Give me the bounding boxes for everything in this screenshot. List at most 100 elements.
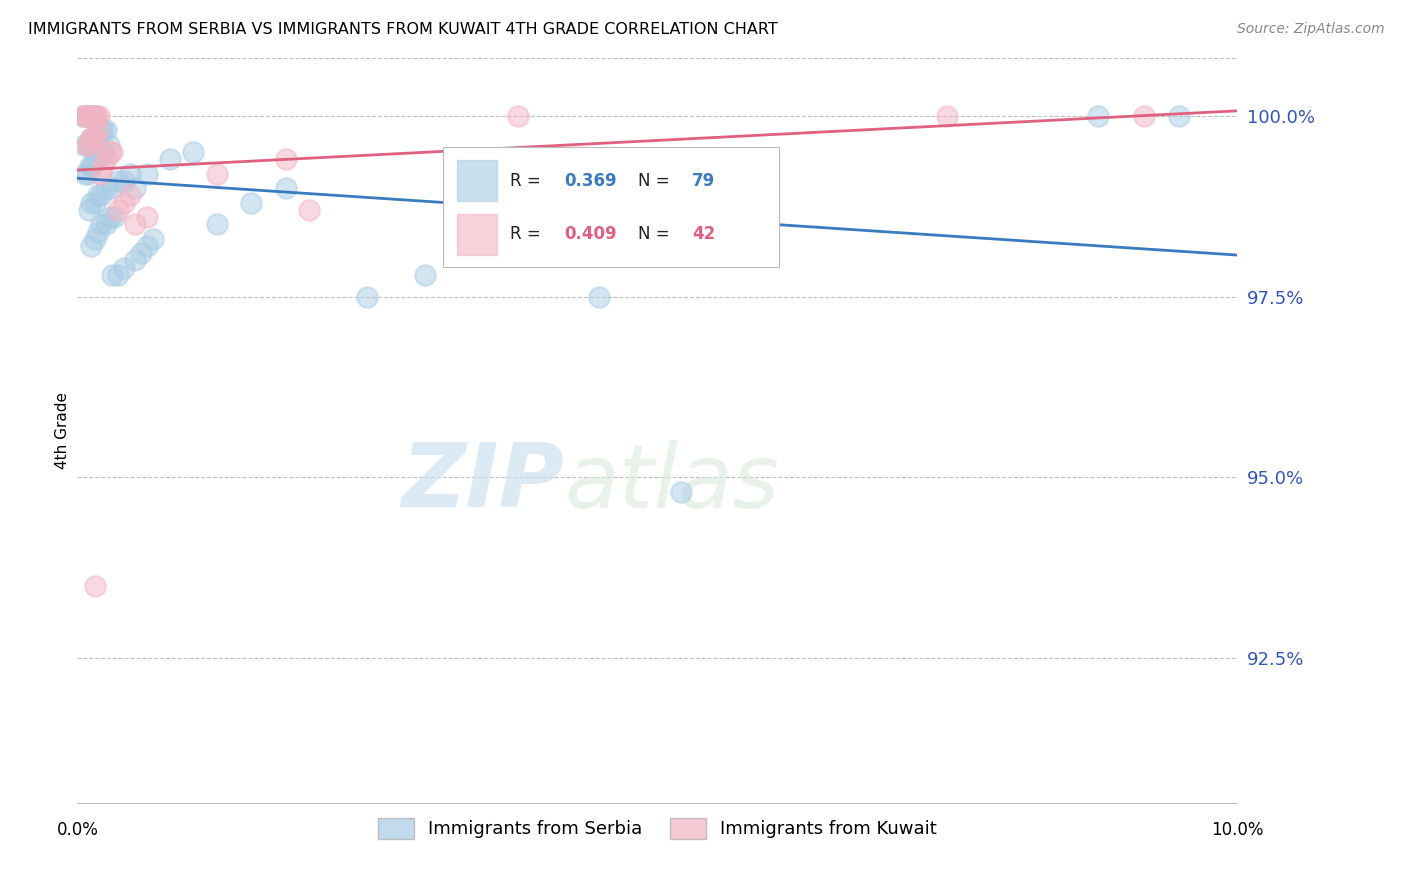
Point [205, 217, 228, 231]
FancyBboxPatch shape [443, 147, 779, 267]
Point [101, 181, 124, 195]
Text: 10.0%: 10.0% [1211, 821, 1264, 838]
Point [107, 174, 129, 188]
Point [107, 202, 129, 217]
Point [75, 109, 97, 123]
Point [86, 152, 108, 166]
Point [76, 137, 98, 152]
Point [73, 137, 96, 152]
Text: atlas: atlas [565, 440, 779, 525]
Text: 42: 42 [692, 226, 716, 244]
Point [72, 109, 94, 123]
Point [72, 109, 94, 123]
Point [112, 174, 135, 188]
FancyBboxPatch shape [457, 160, 498, 201]
Point [98, 145, 121, 159]
Point [83, 152, 105, 166]
Point [76, 167, 98, 181]
Text: R =: R = [510, 226, 546, 244]
Point [91, 123, 114, 137]
Point [82, 109, 104, 123]
Text: 0.409: 0.409 [565, 226, 617, 244]
Point [135, 210, 157, 224]
Point [183, 145, 205, 159]
FancyBboxPatch shape [457, 214, 498, 254]
Point [240, 195, 263, 210]
Point [936, 109, 959, 123]
Point [205, 167, 228, 181]
Point [97, 137, 120, 152]
Text: 79: 79 [692, 172, 716, 190]
Y-axis label: 4th Grade: 4th Grade [55, 392, 70, 469]
Text: 0.0%: 0.0% [56, 821, 98, 838]
Text: N =: N = [637, 226, 675, 244]
Point [75, 109, 97, 123]
Point [80, 130, 103, 145]
Point [83, 130, 105, 145]
Text: IMMIGRANTS FROM SERBIA VS IMMIGRANTS FROM KUWAIT 4TH GRADE CORRELATION CHART: IMMIGRANTS FROM SERBIA VS IMMIGRANTS FRO… [28, 22, 778, 37]
Point [86, 109, 108, 123]
Point [90, 145, 112, 159]
Point [82, 160, 104, 174]
Point [356, 290, 378, 304]
Point [1168, 109, 1191, 123]
Text: R =: R = [510, 172, 546, 190]
Point [588, 290, 610, 304]
Point [90, 123, 111, 137]
Point [77, 137, 100, 152]
Point [83, 232, 105, 246]
Point [80, 195, 103, 210]
Text: N =: N = [637, 172, 675, 190]
Point [82, 109, 104, 123]
Point [96, 152, 118, 166]
Point [159, 152, 181, 166]
Point [101, 268, 124, 282]
Point [96, 123, 118, 137]
Point [276, 181, 298, 195]
Point [79, 160, 101, 174]
Point [107, 268, 129, 282]
Point [87, 130, 110, 145]
Point [76, 109, 98, 123]
Point [129, 246, 152, 260]
Point [1133, 109, 1156, 123]
Point [96, 181, 118, 195]
Point [118, 167, 141, 181]
Point [84, 130, 107, 145]
Point [79, 109, 101, 123]
Text: ZIP: ZIP [402, 439, 565, 526]
Point [298, 202, 321, 217]
Point [118, 188, 141, 202]
Legend: Immigrants from Serbia, Immigrants from Kuwait: Immigrants from Serbia, Immigrants from … [371, 811, 943, 846]
Point [1087, 109, 1109, 123]
Point [79, 109, 101, 123]
Point [87, 188, 110, 202]
Point [87, 225, 110, 239]
Point [75, 167, 97, 181]
Point [83, 130, 105, 145]
Point [91, 160, 114, 174]
Point [89, 145, 111, 159]
Point [135, 239, 157, 253]
Point [135, 167, 157, 181]
Point [413, 268, 436, 282]
Point [77, 202, 100, 217]
Point [89, 109, 111, 123]
Point [101, 145, 124, 159]
Point [77, 109, 100, 123]
Point [103, 210, 125, 224]
Point [80, 239, 103, 253]
Point [124, 253, 146, 268]
Point [276, 152, 298, 166]
Point [83, 579, 105, 593]
Point [124, 217, 146, 231]
Point [669, 484, 692, 499]
Text: 0.369: 0.369 [565, 172, 617, 190]
Point [90, 217, 111, 231]
Point [93, 145, 115, 159]
Point [83, 109, 105, 123]
Point [77, 137, 100, 152]
Point [90, 188, 111, 202]
Point [87, 123, 110, 137]
Point [76, 109, 98, 123]
